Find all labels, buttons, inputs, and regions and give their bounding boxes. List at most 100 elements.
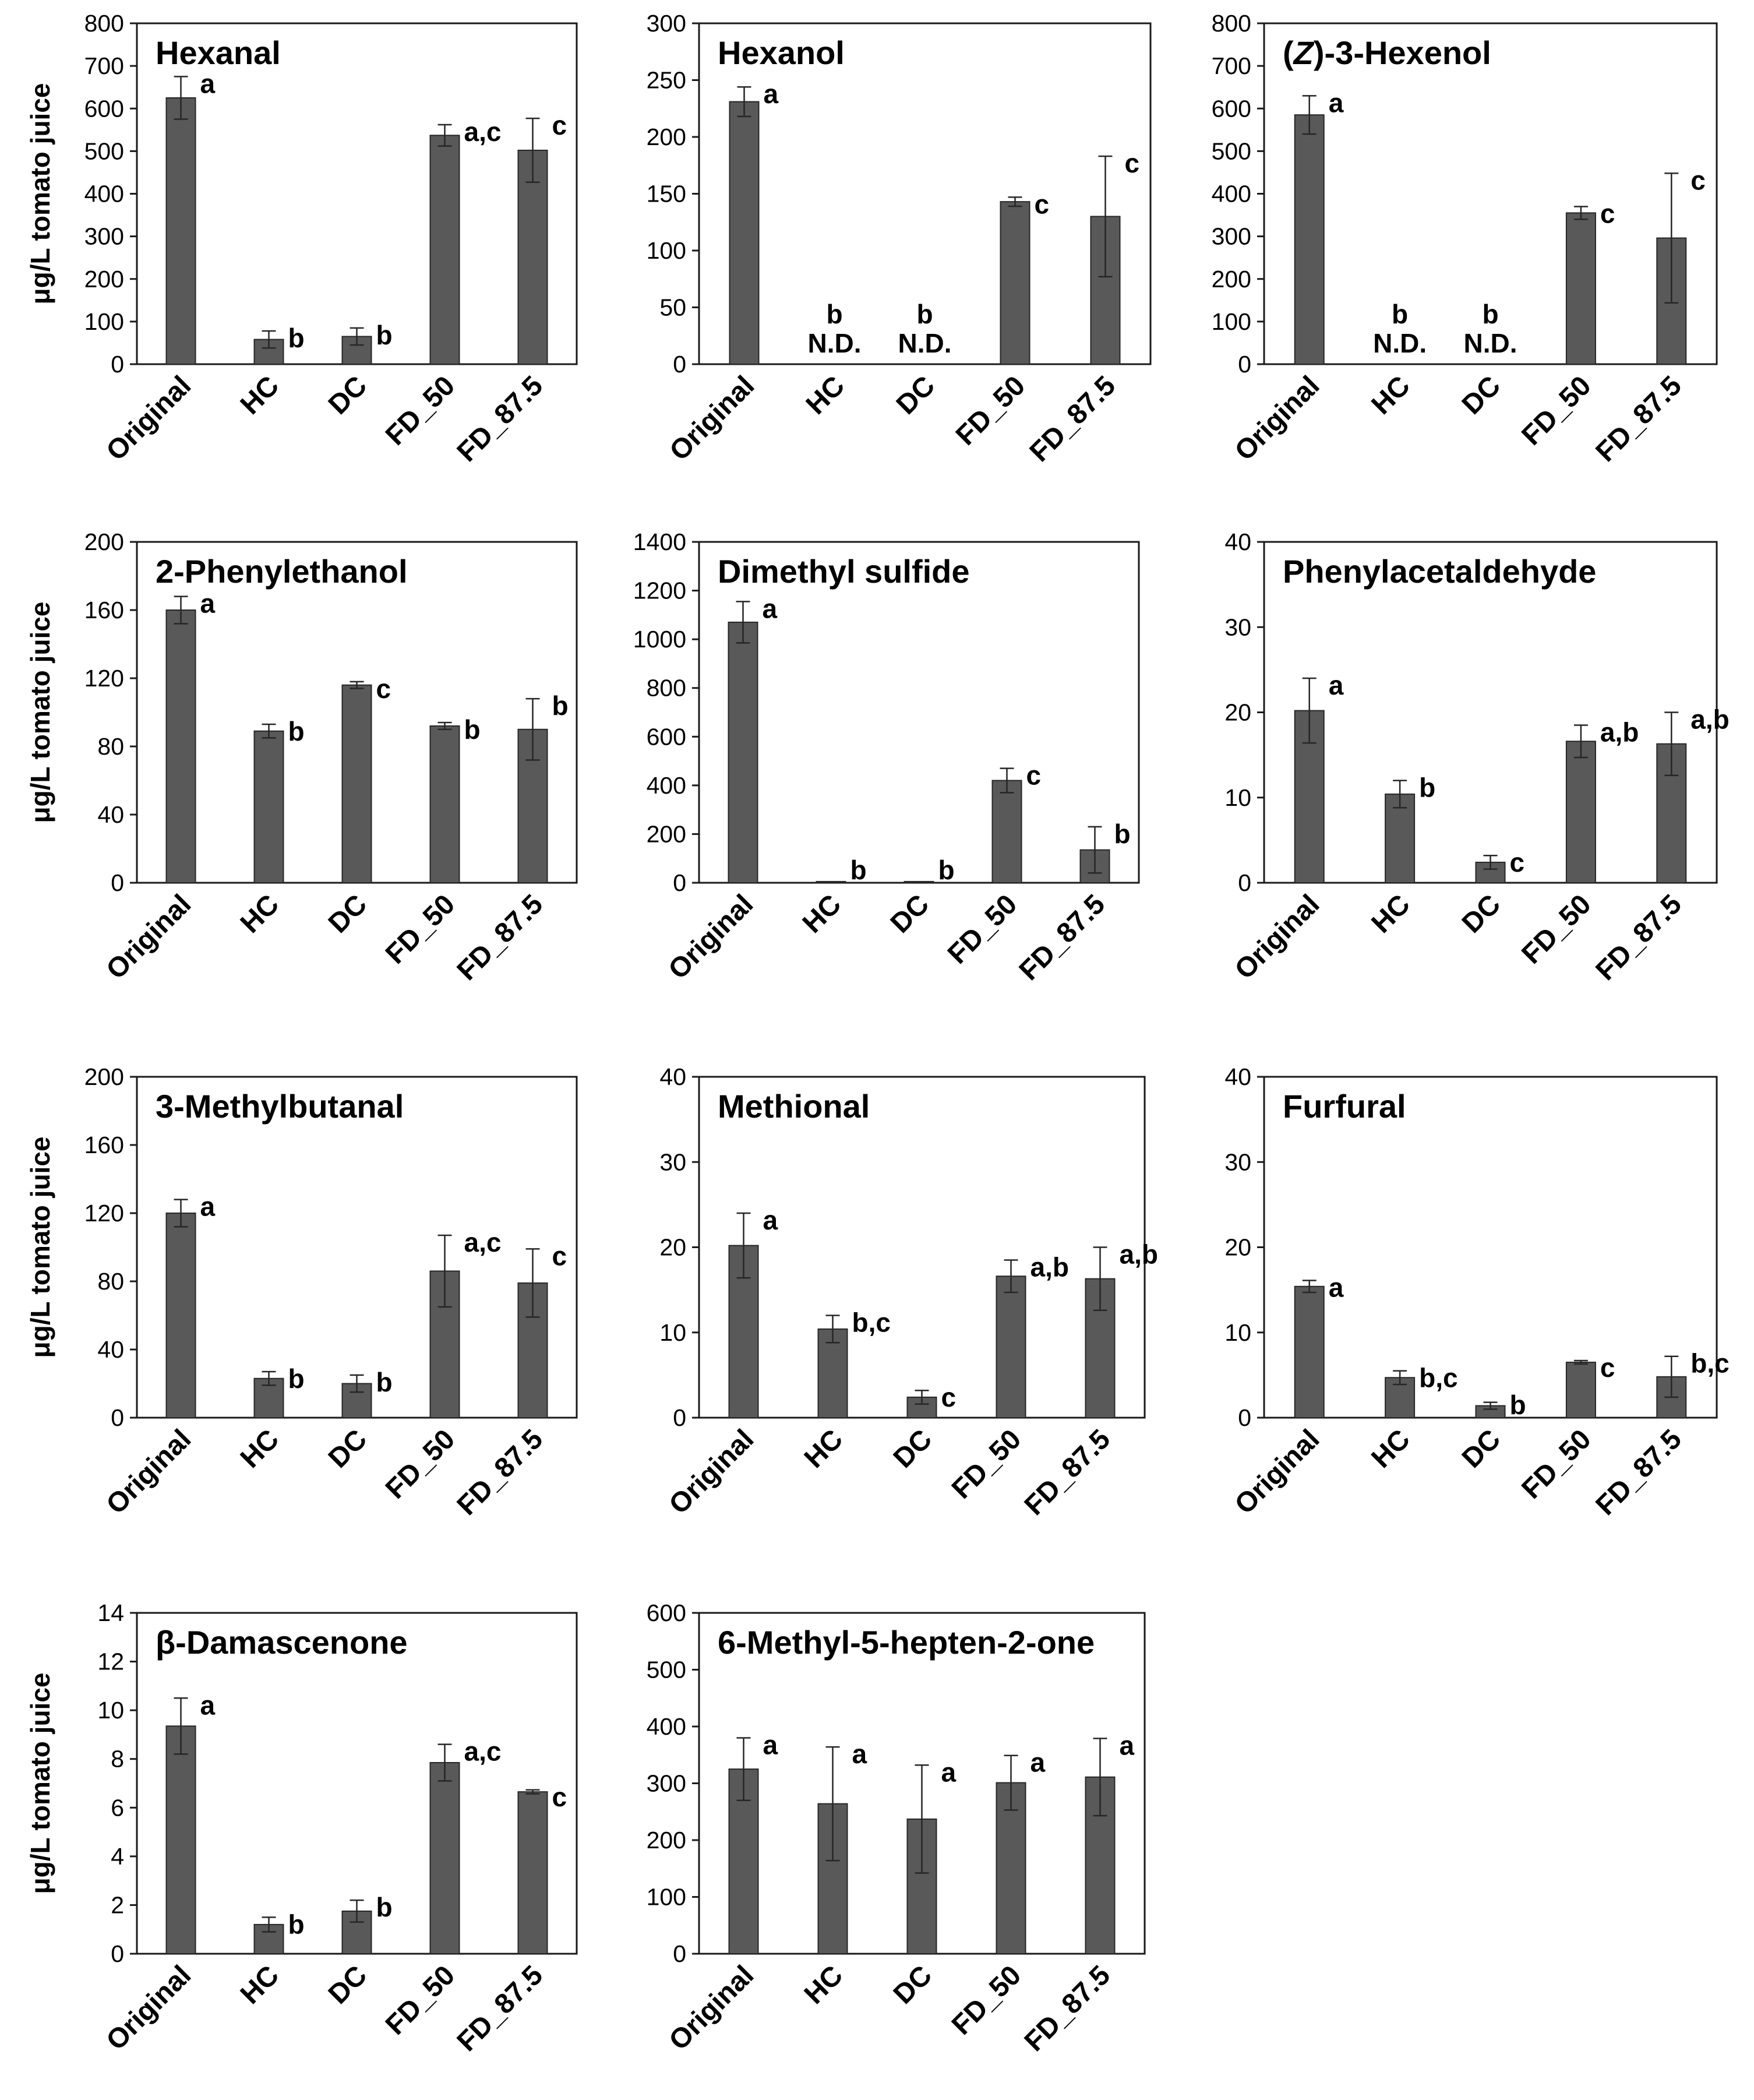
y-tick-label: 200 bbox=[647, 1827, 686, 1854]
bar-fd-50 bbox=[1565, 1361, 1596, 1418]
x-category-label: HC bbox=[799, 1960, 849, 2010]
y-tick-label: 200 bbox=[1212, 266, 1251, 293]
chart-panel-7: 0 40 80 120 160 200 μg/L tomato juice 3-Methylb… bbox=[25, 1063, 578, 1521]
bar-fd-87-5 bbox=[517, 1791, 548, 1954]
y-tick-label: 700 bbox=[1212, 52, 1251, 79]
significance-label: a bbox=[763, 1205, 778, 1235]
y-tick-label: 600 bbox=[84, 95, 124, 122]
x-category-label: Original bbox=[663, 889, 760, 985]
plot-frame bbox=[1263, 541, 1718, 884]
significance-label: b bbox=[850, 855, 867, 885]
y-tick-label: 0 bbox=[111, 1404, 124, 1431]
x-category-label: FD_87.5 bbox=[1019, 1960, 1117, 2057]
bar-original bbox=[165, 609, 196, 883]
bar-hc bbox=[817, 1803, 848, 1955]
x-category-label: DC bbox=[888, 1424, 938, 1474]
significance-label: a bbox=[1120, 1730, 1135, 1760]
y-tick-label: 100 bbox=[84, 308, 124, 335]
bar-fd-50 bbox=[996, 1782, 1026, 1954]
x-category-label: Original bbox=[1229, 1424, 1326, 1520]
y-tick-label: 300 bbox=[84, 223, 124, 250]
y-tick-label: 12 bbox=[97, 1648, 124, 1675]
x-category-label: FD_87.5 bbox=[1019, 1424, 1117, 1521]
y-axis-label: μg/L tomato juice bbox=[25, 602, 55, 823]
y-tick-label: 0 bbox=[673, 351, 686, 378]
significance-label: b bbox=[826, 299, 842, 329]
not-detected-label: N.D. bbox=[1373, 328, 1427, 358]
y-tick-label: 120 bbox=[84, 1200, 124, 1227]
x-category-label: Original bbox=[101, 370, 197, 467]
x-category-label: FD_50 bbox=[1516, 889, 1597, 970]
x-category-label: FD_50 bbox=[1516, 370, 1597, 451]
x-category-label: DC bbox=[1456, 370, 1506, 420]
y-tick-label: 80 bbox=[97, 733, 124, 760]
y-tick-label: 20 bbox=[659, 1234, 686, 1261]
significance-label: b,c bbox=[852, 1308, 891, 1338]
chart-title: (Z)-3-Hexenol bbox=[1283, 34, 1491, 71]
y-tick-label: 100 bbox=[1212, 308, 1251, 335]
chart-title: 2-Phenylethanol bbox=[156, 553, 408, 590]
bar-original bbox=[165, 1213, 196, 1418]
significance-label: b bbox=[376, 1892, 393, 1922]
significance-label: a bbox=[764, 79, 779, 109]
x-category-label: DC bbox=[323, 370, 373, 420]
not-detected-label: N.D. bbox=[808, 328, 862, 358]
y-tick-label: 0 bbox=[111, 351, 124, 378]
y-tick-label: 40 bbox=[1224, 1063, 1251, 1090]
y-tick-label: 600 bbox=[1212, 95, 1251, 122]
bar-fd-50 bbox=[429, 135, 460, 365]
y-tick-label: 700 bbox=[84, 52, 124, 79]
significance-label: b bbox=[1419, 773, 1435, 803]
x-category-label: DC bbox=[1456, 1424, 1506, 1474]
y-tick-label: 100 bbox=[647, 237, 686, 264]
x-category-label: FD_87.5 bbox=[1590, 370, 1688, 468]
y-tick-label: 600 bbox=[647, 723, 686, 750]
y-tick-label: 600 bbox=[647, 1599, 686, 1626]
bar-fd-50 bbox=[1000, 201, 1030, 365]
chart-title: Hexanal bbox=[156, 34, 281, 71]
bar-hc bbox=[253, 730, 284, 884]
significance-label: b bbox=[552, 690, 569, 721]
x-category-label: FD_87.5 bbox=[1014, 889, 1111, 986]
not-detected-label: N.D. bbox=[898, 328, 952, 358]
significance-label: a,b bbox=[1600, 717, 1639, 747]
significance-label: a bbox=[852, 1739, 867, 1769]
significance-label: c bbox=[1691, 165, 1706, 195]
significance-label: a bbox=[941, 1757, 957, 1787]
x-category-label: HC bbox=[235, 370, 285, 420]
significance-label: a,c bbox=[464, 1736, 502, 1767]
y-tick-label: 200 bbox=[647, 124, 686, 150]
y-tick-label: 500 bbox=[1212, 138, 1251, 164]
chart-panel-3: 0 100 200 300 400 500 600 700 800 (Z)-3-Hexenol a O… bbox=[1212, 10, 1718, 468]
y-tick-label: 30 bbox=[1224, 1148, 1251, 1175]
chart-panel-8: 0 10 20 30 40 Methional a Original b,c HC cDC a,b FD… bbox=[659, 1063, 1158, 1521]
y-tick-label: 0 bbox=[673, 1404, 686, 1431]
x-category-label: HC bbox=[235, 1960, 285, 2010]
y-tick-label: 6 bbox=[111, 1794, 124, 1821]
y-tick-label: 800 bbox=[1212, 10, 1251, 37]
significance-label: a bbox=[1030, 1747, 1046, 1778]
chart-panel-9: 0 10 20 30 40 Furfural a Original b,c HC bDC c FD_50… bbox=[1224, 1063, 1729, 1521]
plot-frame bbox=[136, 1076, 578, 1419]
x-category-label: FD_87.5 bbox=[451, 1960, 549, 2057]
bar-fd-50 bbox=[429, 1761, 460, 1955]
y-tick-label: 500 bbox=[84, 138, 124, 164]
x-category-label: FD_87.5 bbox=[451, 1424, 549, 1521]
significance-label: c bbox=[941, 1382, 957, 1412]
y-tick-label: 160 bbox=[84, 597, 124, 623]
y-axis-label: μg/L tomato juice bbox=[25, 1673, 55, 1894]
not-detected-label: N.D. bbox=[1464, 328, 1517, 358]
significance-label: b bbox=[288, 1363, 305, 1394]
y-tick-label: 400 bbox=[84, 181, 124, 207]
y-tick-label: 40 bbox=[97, 1336, 124, 1363]
significance-label: a bbox=[200, 1690, 216, 1720]
x-category-label: Original bbox=[1229, 889, 1326, 985]
x-category-label: DC bbox=[888, 1960, 938, 2010]
y-tick-label: 0 bbox=[1238, 869, 1251, 896]
y-tick-label: 10 bbox=[97, 1697, 124, 1724]
bar-fd-50 bbox=[991, 780, 1022, 883]
significance-label: c bbox=[552, 1782, 567, 1812]
y-tick-label: 400 bbox=[647, 772, 686, 799]
x-category-label: FD_50 bbox=[380, 370, 461, 451]
